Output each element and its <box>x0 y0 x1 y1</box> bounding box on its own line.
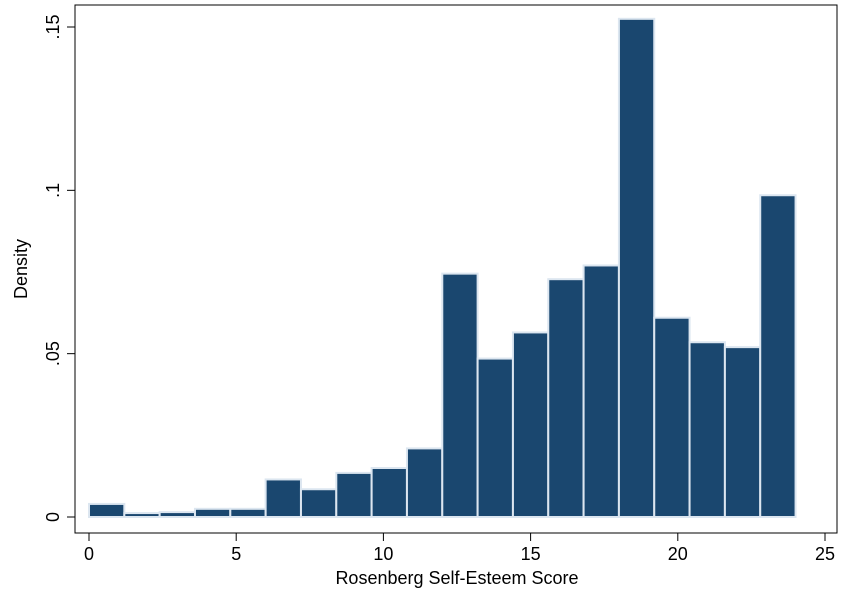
histogram-bar-17 <box>653 316 691 518</box>
y-axis-ticks: 0 .05 .1 .15 <box>43 14 75 522</box>
histogram-bar-11 <box>441 272 479 518</box>
histogram-bars <box>88 17 797 519</box>
y-axis-title: Density <box>11 239 31 299</box>
x-tick-label: 0 <box>84 544 94 564</box>
histogram-bar-10 <box>405 447 444 518</box>
histogram-bar-4 <box>193 507 232 519</box>
histogram-bar-18 <box>688 341 726 518</box>
histogram-bar-3 <box>158 511 196 518</box>
histogram-bar-2 <box>123 512 161 519</box>
histogram-bar-12 <box>476 357 514 519</box>
histogram-bar-15 <box>582 264 620 519</box>
histogram-bar-20 <box>759 194 797 518</box>
y-axis: 0 .05 .1 .15 <box>43 5 76 533</box>
histogram-bar-8 <box>335 471 373 518</box>
x-tick-label: 15 <box>521 544 541 564</box>
x-axis-ticks: 0 5 10 15 20 25 <box>84 533 835 564</box>
x-axis-title: Rosenberg Self-Esteem Score <box>335 568 578 588</box>
y-tick-label: .05 <box>43 341 63 366</box>
y-tick-label: .15 <box>43 14 63 39</box>
histogram-bar-16 <box>617 17 656 518</box>
histogram-bar-6 <box>264 478 302 518</box>
histogram-bar-1 <box>88 502 126 518</box>
x-tick-label: 20 <box>668 544 688 564</box>
x-tick-label: 10 <box>373 544 393 564</box>
x-axis: 0 5 10 15 20 25 <box>75 532 837 564</box>
y-tick-label: 0 <box>43 512 63 522</box>
y-tick-label: .1 <box>43 183 63 198</box>
histogram-bar-9 <box>370 467 408 518</box>
histogram-bar-13 <box>511 331 550 518</box>
histogram-bar-19 <box>723 346 762 518</box>
x-tick-label: 5 <box>231 544 241 564</box>
histogram-bar-5 <box>229 507 267 519</box>
histogram-bar-14 <box>547 278 585 519</box>
histogram-bar-7 <box>299 488 338 519</box>
x-tick-label: 25 <box>815 544 835 564</box>
